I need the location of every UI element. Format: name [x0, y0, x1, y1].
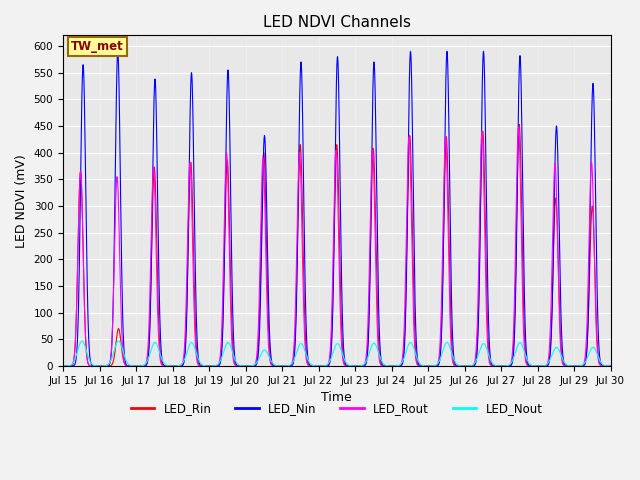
LED_Nin: [177, 363, 184, 369]
LED_Rout: [607, 363, 614, 369]
LED_Nout: [412, 353, 420, 359]
LED_Nout: [605, 363, 612, 369]
Legend: LED_Rin, LED_Nin, LED_Rout, LED_Nout: LED_Rin, LED_Nin, LED_Rout, LED_Nout: [126, 397, 548, 420]
LED_Rin: [412, 354, 420, 360]
LED_Nin: [59, 363, 67, 369]
LED_Nout: [78, 338, 86, 344]
LED_Nout: [177, 362, 184, 368]
LED_Rin: [177, 363, 184, 369]
LED_Rin: [171, 363, 179, 369]
LED_Rin: [264, 310, 272, 316]
LED_Rout: [170, 363, 178, 369]
LED_Nin: [264, 275, 272, 280]
LED_Rout: [605, 363, 612, 369]
LED_Nin: [171, 363, 179, 369]
LED_Rout: [515, 124, 522, 130]
LED_Nout: [171, 363, 179, 369]
LED_Rout: [59, 363, 67, 369]
LED_Nin: [607, 363, 614, 369]
LED_Rin: [607, 363, 614, 369]
LED_Rin: [605, 363, 612, 369]
LED_Nin: [412, 339, 420, 345]
LED_Nin: [605, 363, 612, 369]
LED_Rin: [490, 363, 498, 369]
LED_Rin: [96, 363, 104, 369]
LED_Nout: [490, 362, 498, 368]
X-axis label: Time: Time: [321, 391, 352, 404]
Line: LED_Rin: LED_Rin: [63, 124, 611, 366]
Line: LED_Nin: LED_Nin: [63, 51, 611, 366]
Title: LED NDVI Channels: LED NDVI Channels: [263, 15, 411, 30]
Text: TW_met: TW_met: [71, 40, 124, 53]
LED_Nout: [607, 363, 614, 369]
Line: LED_Rout: LED_Rout: [63, 127, 611, 366]
LED_Nin: [490, 363, 498, 369]
LED_Rin: [515, 121, 523, 127]
LED_Rout: [490, 363, 498, 369]
LED_Nin: [114, 48, 122, 54]
LED_Nout: [264, 351, 272, 357]
LED_Rout: [264, 331, 272, 336]
LED_Nout: [59, 363, 67, 369]
LED_Rin: [59, 363, 67, 369]
Y-axis label: LED NDVI (mV): LED NDVI (mV): [15, 154, 28, 248]
LED_Rout: [176, 363, 184, 369]
Line: LED_Nout: LED_Nout: [63, 341, 611, 366]
LED_Rout: [412, 359, 420, 364]
